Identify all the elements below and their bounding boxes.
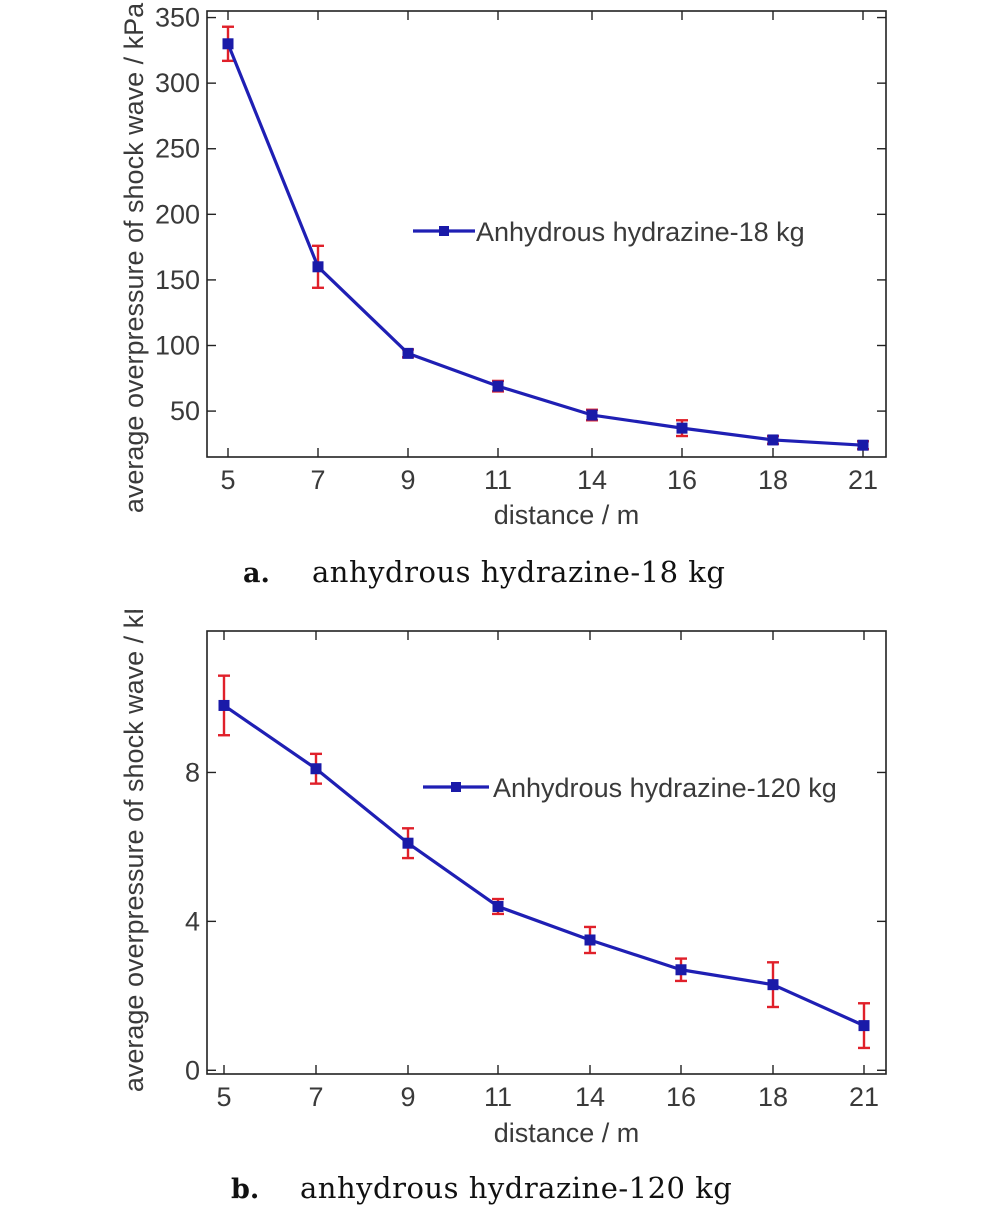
data-point — [676, 422, 688, 434]
data-point — [767, 434, 779, 446]
y-axis-title: average overpressure of shock wave / kPa — [119, 610, 149, 1092]
y-tick-label: 0 — [185, 1055, 200, 1085]
x-tick-label: 18 — [758, 465, 788, 495]
caption-text: anhydrous hydrazine-18 kg — [312, 555, 725, 589]
x-axis-title: distance / m — [494, 1118, 640, 1148]
x-tick-label: 14 — [577, 465, 607, 495]
data-point — [586, 409, 598, 421]
data-point — [310, 763, 322, 775]
plot-frame — [206, 10, 887, 458]
data-point — [584, 934, 596, 946]
x-tick-label: 14 — [575, 1082, 605, 1112]
series-line — [223, 704, 865, 1028]
y-tick-label: 100 — [155, 331, 200, 361]
x-tick-label: 5 — [220, 465, 235, 495]
y-tick-label: 300 — [155, 68, 200, 98]
plot-frame — [206, 630, 887, 1075]
data-point — [402, 837, 414, 849]
y-tick-label: 50 — [170, 396, 200, 426]
y-tick-label: 8 — [185, 757, 200, 787]
x-tick-label: 5 — [216, 1082, 231, 1112]
x-axis-title: distance / m — [494, 500, 640, 530]
y-tick-label: 250 — [155, 134, 200, 164]
chart-a: 50 100 150 200 250 300 350 5 7 9 11 14 16 18 21 distanc… — [119, 2, 887, 589]
caption-letter: a. — [243, 558, 270, 589]
data-point — [492, 900, 504, 912]
caption-letter: b. — [231, 1174, 259, 1205]
data-point — [222, 38, 234, 50]
data-point — [492, 380, 504, 392]
y-tick-label: 4 — [185, 906, 200, 936]
legend-marker — [451, 782, 461, 792]
x-tick-label: 21 — [849, 1082, 879, 1112]
series-line — [226, 43, 864, 447]
legend-label: Anhydrous hydrazine-120 kg — [493, 773, 837, 803]
x-tick-label: 7 — [308, 1082, 323, 1112]
x-tick-label: 18 — [758, 1082, 788, 1112]
data-point — [767, 979, 779, 991]
data-point — [402, 347, 414, 359]
y-axis-title: average overpressure of shock wave / kPa — [119, 2, 149, 513]
x-tick-label: 9 — [400, 1082, 415, 1112]
x-tick-label: 16 — [667, 465, 697, 495]
x-tick-label: 11 — [484, 465, 512, 495]
y-tick-label: 350 — [155, 3, 200, 33]
x-tick-label: 16 — [666, 1082, 696, 1112]
legend-label: Anhydrous hydrazine-18 kg — [476, 217, 805, 247]
x-tick-label: 7 — [310, 465, 325, 495]
chart-b: 0 4 8 5 7 9 11 14 16 18 21 distance / m average over… — [119, 610, 887, 1205]
data-point — [858, 1020, 870, 1032]
legend-marker — [439, 226, 449, 236]
data-point — [675, 964, 687, 976]
data-point — [857, 439, 869, 451]
x-tick-label: 21 — [848, 465, 878, 495]
data-point — [312, 261, 324, 273]
data-point — [218, 699, 230, 711]
x-tick-label: 11 — [484, 1082, 512, 1112]
caption-text: anhydrous hydrazine-120 kg — [300, 1171, 732, 1205]
y-tick-label: 200 — [155, 199, 200, 229]
y-tick-label: 150 — [155, 265, 200, 295]
x-tick-label: 9 — [400, 465, 415, 495]
